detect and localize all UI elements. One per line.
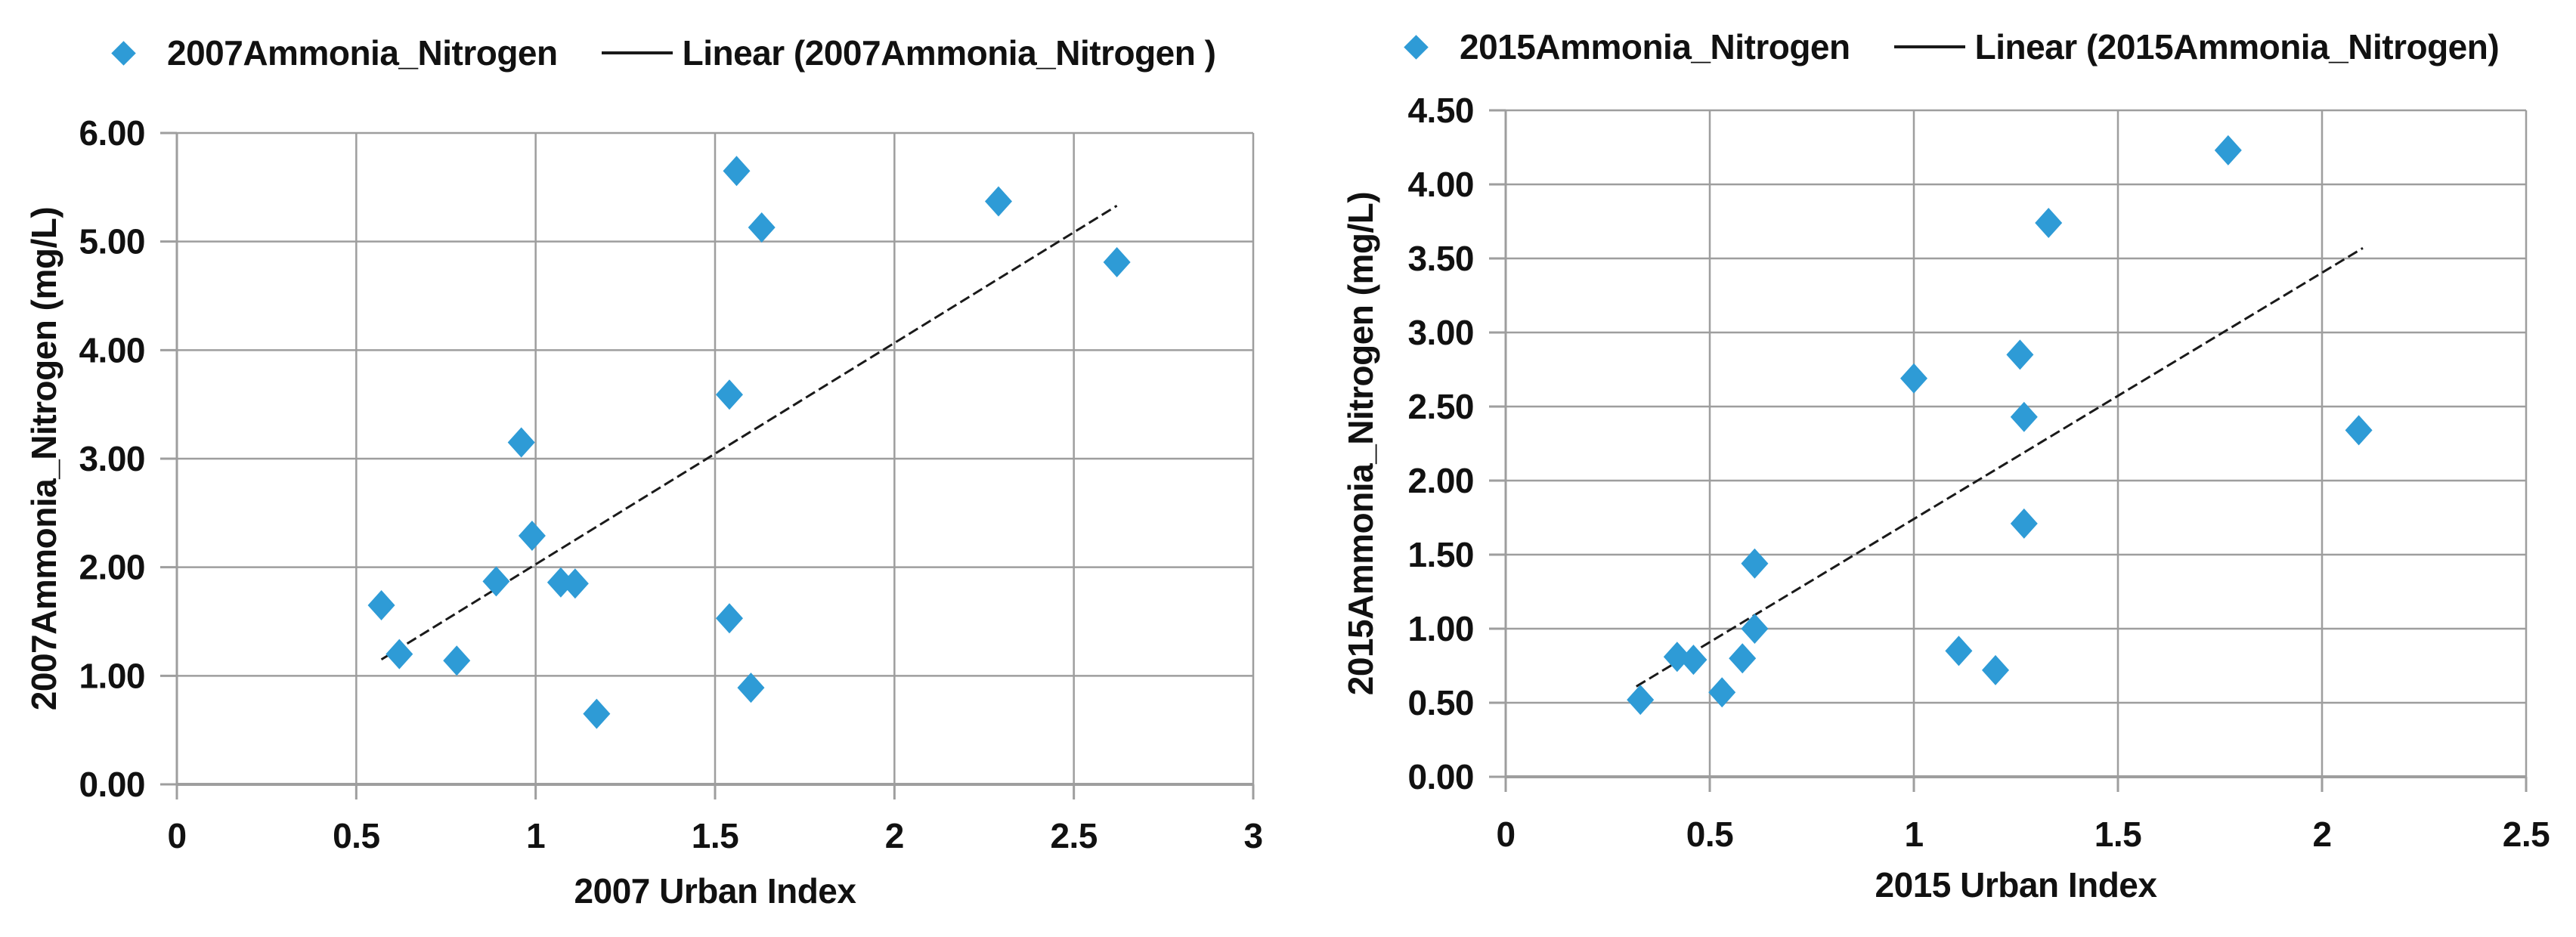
data-point [367,589,395,620]
data-point [2214,135,2242,165]
x-tick-label: 2 [2312,815,2331,854]
x-tick-label: 2.5 [1050,816,1097,855]
y-axis-title: 2007Ammonia_Nitrogen (mg/L) [24,206,63,711]
data-point [1741,614,1769,644]
x-tick-label: 2.5 [2503,815,2550,854]
data-point [2006,339,2034,370]
data-point [443,645,471,676]
x-tick-label: 3 [1243,816,1262,855]
data-point [1729,643,1757,674]
y-tick-label: 3.00 [1407,313,1474,352]
y-tick-label: 2.50 [1407,387,1474,426]
data-point [2010,401,2038,432]
data-point [748,212,776,243]
data-point [1663,642,1691,673]
data-point [1982,654,2009,685]
data-point [1900,363,1927,394]
data-point [561,568,589,599]
x-tick-label: 2 [885,816,904,855]
x-tick-label: 1.5 [2095,815,2141,854]
y-tick-label: 2.00 [1407,461,1474,500]
legend-trendline-label: Linear (2015Ammonia_Nitrogen) [1974,27,2500,66]
y-tick-label: 0.00 [79,765,145,804]
y-tick-label: 5.00 [79,222,145,261]
data-point [723,156,751,187]
y-tick-label: 4.50 [1407,91,1474,130]
legend-diamond-marker-icon [1404,34,1429,60]
y-tick-label: 2.00 [79,548,145,587]
data-point [482,566,510,597]
y-tick-label: 1.00 [79,656,145,695]
legend-line-icon [601,51,673,54]
y-tick-label: 1.50 [1407,535,1474,574]
data-point [737,673,765,704]
data-point [1741,548,1769,579]
y-tick-label: 4.00 [1407,165,1474,204]
y-tick-label: 3.00 [79,439,145,478]
legend-trendline-label: Linear (2007Ammonia_Nitrogen ) [682,33,1216,73]
data-point [1708,677,1736,708]
legend: 2007Ammonia_Nitrogen Linear (2007Ammonia… [111,33,1216,73]
x-tick-label: 0 [167,816,186,855]
legend-line-icon [1893,45,1965,48]
x-axis-title: 2007 Urban Index [574,871,856,911]
trendline [1636,246,2364,688]
data-point [1680,645,1708,676]
data-point [1945,635,1973,666]
data-point [715,603,743,634]
data-point [385,639,413,670]
x-tick-label: 0 [1496,815,1515,854]
y-tick-label: 3.50 [1407,239,1474,278]
data-point [583,698,611,729]
x-tick-label: 0.5 [333,816,379,855]
data-point [518,521,546,552]
data-point [2010,508,2038,539]
y-tick-label: 0.00 [1407,757,1474,796]
y-tick-label: 6.00 [79,113,145,153]
x-tick-label: 1.5 [692,816,738,855]
legend-series-label: 2007Ammonia_Nitrogen [167,33,558,73]
y-tick-label: 1.00 [1407,609,1474,648]
data-point [1627,685,1655,716]
x-tick-label: 1 [526,816,545,855]
data-point [715,379,743,410]
data-point [507,427,535,458]
legend-diamond-marker-icon [111,40,136,66]
x-tick-label: 0.5 [1686,815,1733,854]
data-point [984,186,1012,217]
x-tick-label: 1 [1904,815,1923,854]
data-point [2345,415,2373,446]
x-axis-title: 2015 Urban Index [1875,865,2157,905]
legend-series-label: 2015Ammonia_Nitrogen [1460,27,1850,66]
data-point [2035,207,2063,238]
y-tick-label: 4.00 [79,330,145,370]
data-point [1103,246,1131,277]
y-tick-label: 0.50 [1407,683,1474,722]
legend: 2015Ammonia_Nitrogen Linear (2015Ammonia… [1404,27,2500,66]
y-axis-title: 2015Ammonia_Nitrogen (mg/L) [1341,191,1380,696]
